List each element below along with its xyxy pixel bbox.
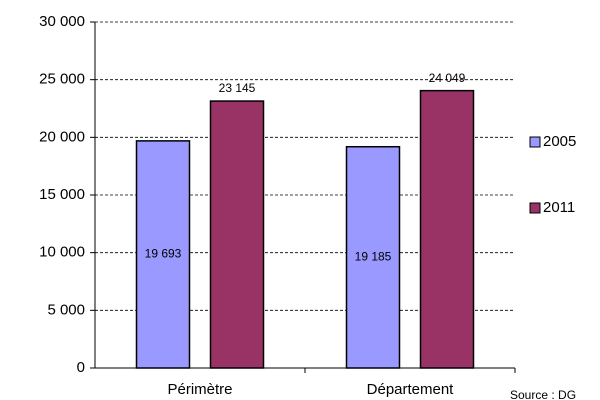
source-note: Source : DG: [510, 388, 576, 400]
y-tick-label: 25 000: [39, 71, 85, 88]
y-tick-label: 0: [77, 359, 85, 376]
bar: [209, 100, 265, 369]
y-tick-label: 20 000: [39, 128, 85, 145]
legend-swatch: [529, 202, 541, 214]
legend-swatch: [529, 136, 541, 148]
value-label: 19 185: [355, 250, 392, 264]
bar: [345, 145, 401, 369]
y-tick-label: 30 000: [39, 13, 85, 30]
value-label: 19 693: [145, 247, 182, 261]
y-tick-label: 5 000: [47, 301, 85, 318]
legend-label: 2011: [543, 199, 575, 216]
x-tick-label: Périmètre: [167, 381, 232, 398]
bar: [135, 140, 191, 369]
bar: [419, 89, 475, 369]
y-tick-label: 10 000: [39, 244, 85, 261]
x-tick-label: Département: [367, 381, 455, 398]
legend-label: 2005: [543, 133, 576, 150]
y-tick-label: 15 000: [39, 186, 85, 203]
value-label: 23 145: [219, 81, 256, 95]
value-label: 24 049: [429, 71, 466, 85]
